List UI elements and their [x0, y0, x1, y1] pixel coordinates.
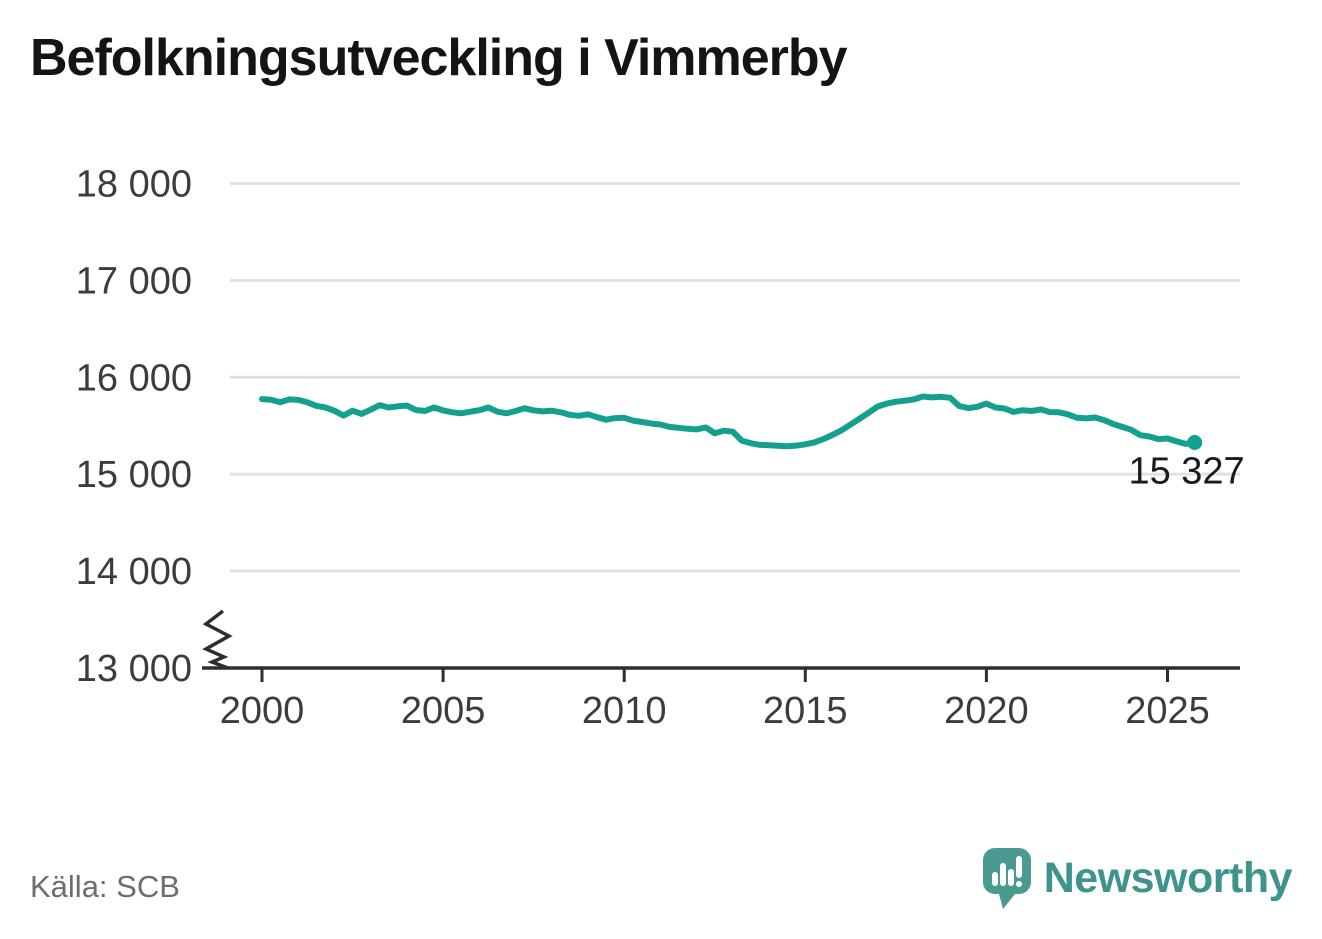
y-tick-label: 18 000 [76, 164, 192, 206]
x-tick-label: 2025 [1125, 690, 1210, 732]
x-tick-label: 2000 [220, 690, 305, 732]
y-tick-label: 15 000 [76, 454, 192, 496]
x-tick-label: 2005 [401, 690, 486, 732]
newsworthy-brand: Newsworthy [982, 848, 1293, 909]
newsworthy-brand-text: Newsworthy [1043, 854, 1293, 902]
newsworthy-logo-icon [982, 848, 1031, 909]
source-note: Källa: SCB [30, 869, 180, 904]
y-tick-label: 17 000 [76, 260, 192, 302]
x-tick-label: 2015 [763, 690, 848, 732]
y-tick-label: 14 000 [76, 551, 192, 593]
last-point-dot [1187, 435, 1203, 450]
chart-title: Befolkningsutveckling i Vimmerby [30, 29, 848, 87]
population-line [259, 393, 1198, 450]
x-tick-label: 2020 [944, 690, 1029, 732]
last-value-label: 15 327 [1128, 451, 1244, 493]
y-tick-label: 13 000 [76, 648, 192, 690]
x-tick-label: 2010 [582, 690, 667, 732]
y-tick-label: 16 000 [76, 357, 192, 399]
axis-break-icon [202, 609, 233, 670]
